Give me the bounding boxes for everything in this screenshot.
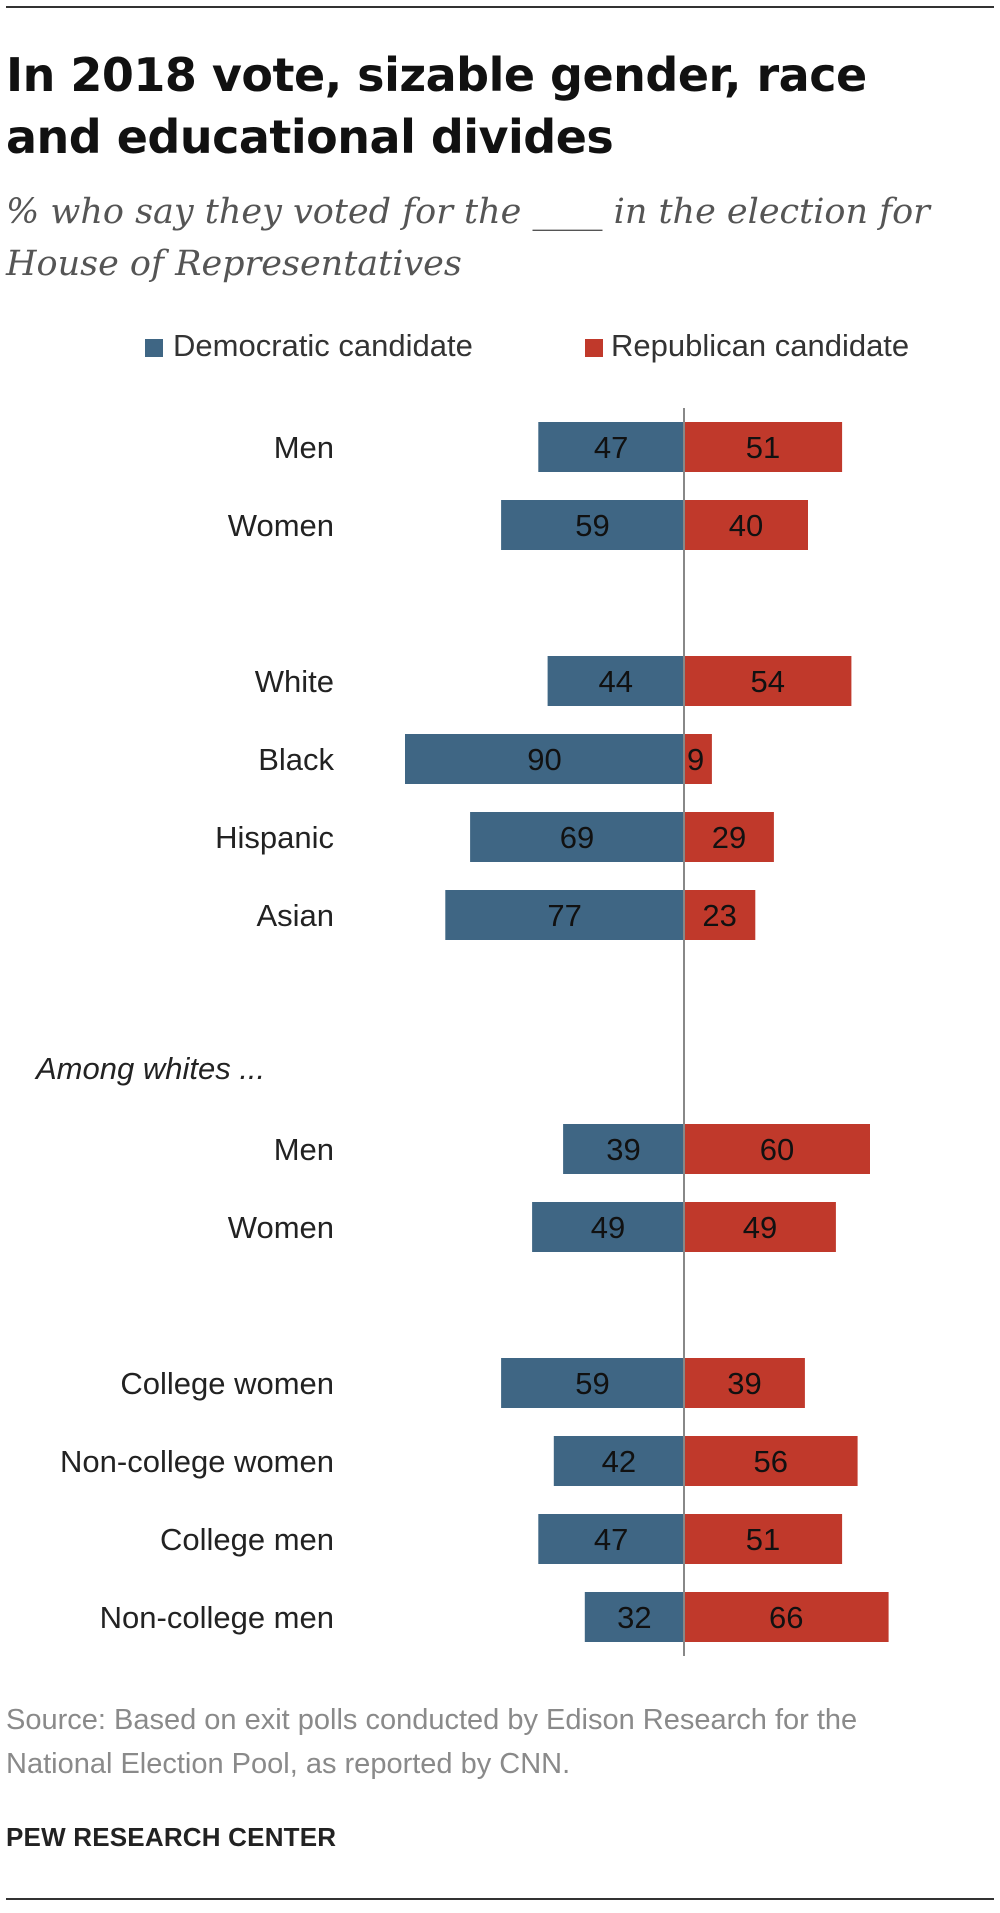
value-label-republican: 66 [769, 1600, 803, 1635]
bar-democratic [563, 1124, 684, 1174]
bar-democratic [547, 656, 684, 706]
value-label-democratic: 90 [527, 742, 561, 777]
bar-democratic [538, 1514, 684, 1564]
bar-republican [684, 656, 852, 706]
bar-republican [684, 1592, 889, 1642]
top-rule [6, 6, 994, 8]
bar-democratic [501, 1358, 684, 1408]
value-label-republican: 54 [750, 664, 784, 699]
value-label-republican: 56 [754, 1444, 788, 1479]
row-label: Men [274, 430, 334, 465]
bar-democratic [405, 734, 684, 784]
row-label: Asian [256, 898, 334, 933]
bar-democratic [501, 500, 684, 550]
value-label-democratic: 42 [602, 1444, 636, 1479]
source-note: Source: Based on exit polls conducted by… [6, 1704, 858, 1780]
chart-title: In 2018 vote, sizable gender, race and e… [6, 48, 867, 164]
bar-democratic [470, 812, 684, 862]
row-label: Non-college women [60, 1444, 334, 1479]
value-label-democratic: 39 [606, 1132, 640, 1167]
bar-republican [684, 890, 756, 940]
value-label-republican: 39 [727, 1366, 761, 1401]
bar-democratic [532, 1202, 684, 1252]
value-label-democratic: 49 [591, 1210, 625, 1245]
value-label-republican: 40 [729, 508, 763, 543]
bar-republican [684, 1202, 836, 1252]
legend-swatch-republican [585, 339, 603, 357]
bar-republican [684, 1358, 805, 1408]
legend-swatch-democratic [145, 339, 163, 357]
value-label-republican: 29 [712, 820, 746, 855]
row-label: College men [160, 1522, 334, 1557]
bar-republican [684, 1124, 870, 1174]
value-label-democratic: 59 [575, 508, 609, 543]
bar-republican [684, 734, 712, 784]
row-label: Hispanic [215, 820, 334, 855]
row-label: Black [258, 742, 334, 777]
legend-label-democratic: Democratic candidate [173, 328, 473, 363]
value-label-republican: 51 [746, 430, 780, 465]
bottom-rule [6, 1898, 994, 1900]
row-label: Non-college men [100, 1600, 334, 1635]
value-label-democratic: 47 [594, 430, 628, 465]
value-label-republican: 51 [746, 1522, 780, 1557]
bar-democratic [584, 1592, 684, 1642]
value-label-democratic: 77 [547, 898, 581, 933]
bar-democratic [445, 890, 684, 940]
value-label-democratic: 44 [599, 664, 633, 699]
value-label-republican: 23 [702, 898, 736, 933]
bar-republican [684, 422, 843, 472]
row-label: Men [274, 1132, 334, 1167]
bar-democratic [553, 1436, 684, 1486]
value-label-republican: 60 [760, 1132, 794, 1167]
chart-subtitle: % who say they voted for the ____ in the… [6, 192, 930, 284]
value-label-republican: 9 [687, 742, 704, 777]
publisher-credit: PEW RESEARCH CENTER [6, 1822, 337, 1852]
legend-label-republican: Republican candidate [611, 328, 909, 363]
bar-republican [684, 1436, 858, 1486]
row-label: White [255, 664, 334, 699]
bar-democratic [538, 422, 684, 472]
value-label-democratic: 59 [575, 1366, 609, 1401]
diverging-bar-chart: Democratic candidate Republican candidate… [34, 328, 909, 1656]
row-label: Women [228, 508, 334, 543]
value-label-democratic: 69 [560, 820, 594, 855]
value-label-republican: 49 [743, 1210, 777, 1245]
row-label: Women [228, 1210, 334, 1245]
group-heading: Among whites ... [34, 1051, 265, 1086]
bar-republican [684, 1514, 843, 1564]
bar-republican [684, 500, 808, 550]
bar-republican [684, 812, 774, 862]
value-label-democratic: 32 [617, 1600, 651, 1635]
row-label: College women [120, 1366, 334, 1401]
value-label-democratic: 47 [594, 1522, 628, 1557]
